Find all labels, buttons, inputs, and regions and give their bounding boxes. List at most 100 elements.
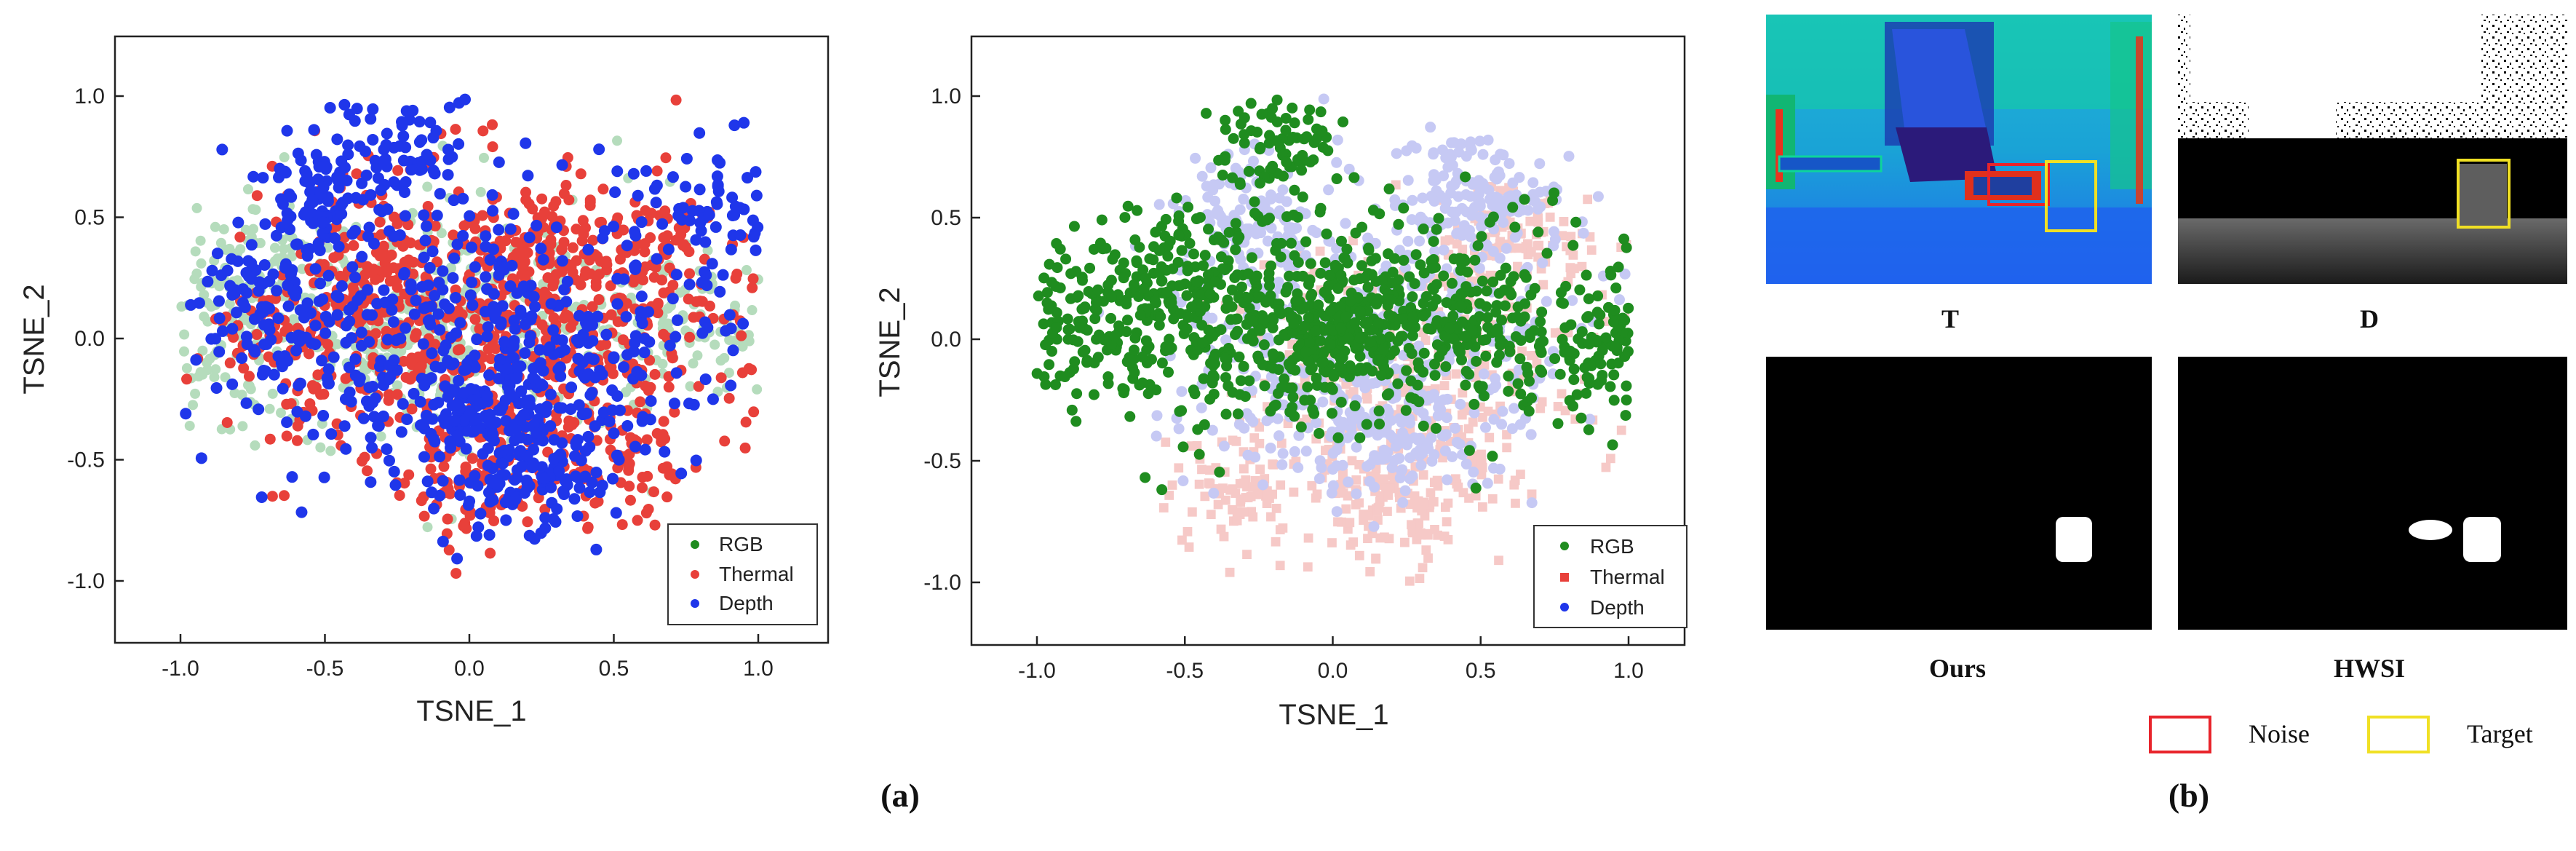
chart1-point-depth <box>448 253 460 264</box>
chart1-point-thermal <box>394 490 405 501</box>
chart2-point-rgb <box>1524 376 1535 387</box>
chart1-point-depth <box>488 243 499 255</box>
chart2-point-rgb <box>1304 104 1315 115</box>
chart2-point-rgb <box>1231 218 1241 229</box>
chart2-point-depth <box>1451 229 1462 240</box>
chart2-point-thermal <box>1484 433 1494 443</box>
chart2-point-rgb <box>1313 428 1324 439</box>
chart1-point-depth <box>554 361 566 373</box>
chart1-point-thermal <box>265 434 276 445</box>
chart1-point-depth <box>573 310 585 322</box>
chart1-point-depth <box>526 462 538 473</box>
chart1-point-thermal <box>406 352 417 363</box>
chart1-point-depth <box>738 117 750 129</box>
chart1-point-depth <box>621 311 632 322</box>
chart2-point-thermal <box>1566 232 1575 242</box>
chart1-point-depth <box>481 283 493 295</box>
chart2-point-rgb <box>1431 279 1442 290</box>
chart2-point-rgb <box>1535 365 1546 376</box>
chart1-point-depth <box>253 403 264 415</box>
chart2-point-rgb <box>1567 240 1578 251</box>
chart2-point-depth <box>1514 172 1524 183</box>
chart1-point-thermal <box>251 329 262 340</box>
chart1-point-depth <box>701 322 713 333</box>
chart2-point-rgb <box>1293 257 1304 268</box>
chart1-point-depth <box>259 218 271 230</box>
chart1-legend-marker-thermal <box>691 570 699 579</box>
chart2-point-depth <box>1238 194 1249 205</box>
chart1-point-depth <box>310 320 322 331</box>
chart1-point-depth <box>271 285 282 296</box>
chart2-point-thermal <box>1348 456 1357 465</box>
chart1-point-depth <box>669 397 680 409</box>
chart1-point-depth <box>416 281 428 293</box>
chart2-point-rgb <box>1097 215 1108 226</box>
chart1-point-depth <box>750 245 762 256</box>
chart1-point-depth <box>576 454 587 466</box>
chart2-point-thermal <box>1159 503 1169 512</box>
chart2-point-rgb <box>1032 368 1043 379</box>
chart1-point-depth <box>418 252 430 264</box>
chart1-point-depth <box>607 405 619 416</box>
chart2-point-rgb <box>1555 369 1566 380</box>
chart1-point-thermal <box>517 257 528 268</box>
chart2-point-depth <box>1393 438 1404 448</box>
chart2-point-thermal <box>1412 535 1421 545</box>
chart1-point-rgb <box>210 222 220 232</box>
chart1-point-depth <box>316 355 327 366</box>
chart2-point-depth <box>1307 225 1318 236</box>
chart2-point-thermal <box>1263 499 1272 508</box>
chart2-point-rgb <box>1581 388 1591 399</box>
chart1-point-depth <box>388 142 399 154</box>
chart2-point-depth <box>1403 175 1414 186</box>
chart2-point-rgb <box>1214 467 1225 478</box>
chart1-point-thermal <box>470 223 481 234</box>
chart2-point-depth <box>1215 211 1226 222</box>
chart1-point-depth <box>440 339 452 351</box>
chart1-point-depth <box>217 325 228 337</box>
chart1-point-depth <box>504 444 515 456</box>
chart2-point-thermal <box>1453 483 1463 492</box>
chart2-point-rgb <box>1605 269 1616 280</box>
chart1-point-depth <box>293 379 304 391</box>
chart2-point-rgb <box>1239 361 1249 372</box>
chart1-point-thermal <box>648 486 659 497</box>
chart2-point-depth <box>1462 229 1473 240</box>
chart1-point-depth <box>577 408 589 420</box>
chart1-point-depth <box>750 166 762 178</box>
chart1-point-depth <box>588 354 600 365</box>
chart1-point-depth <box>398 155 410 167</box>
chart1-point-depth <box>726 244 737 256</box>
chart1-point-depth <box>530 220 542 231</box>
chart2-point-rgb <box>1038 318 1049 329</box>
chart1-point-thermal <box>467 453 478 464</box>
chart1-point-depth <box>259 259 271 271</box>
chart1-point-depth <box>422 475 434 487</box>
chart1-point-rgb <box>179 330 189 340</box>
chart1-point-depth <box>574 482 586 494</box>
chart2-point-depth <box>1435 404 1446 415</box>
chart2-point-rgb <box>1233 352 1244 363</box>
chart1-point-thermal <box>362 465 373 476</box>
chart2-point-rgb <box>1579 363 1590 373</box>
chart1-point-depth <box>363 336 375 348</box>
chart2-point-rgb <box>1480 351 1491 362</box>
chart1-point-depth <box>429 167 441 179</box>
chart2-point-thermal <box>1502 443 1511 452</box>
chart1-point-depth <box>222 265 234 277</box>
chart1-point-rgb <box>190 389 200 399</box>
chart2-point-rgb <box>1188 248 1199 259</box>
chart2-point-thermal <box>1442 517 1452 526</box>
chart2-point-rgb <box>1610 305 1621 316</box>
chart2-point-rgb <box>1371 298 1382 309</box>
chart1-point-depth <box>433 277 445 288</box>
chart2-point-thermal <box>1168 480 1177 490</box>
chart1-point-thermal <box>383 395 394 406</box>
chart2-point-thermal <box>1420 498 1429 507</box>
chart2-point-rgb <box>1300 237 1311 248</box>
chart2-point-rgb <box>1228 133 1239 144</box>
chart2-point-rgb <box>1487 451 1498 462</box>
chart2-point-thermal <box>1476 450 1486 459</box>
chart1-point-thermal <box>392 165 403 176</box>
chart1-point-depth <box>557 334 568 346</box>
